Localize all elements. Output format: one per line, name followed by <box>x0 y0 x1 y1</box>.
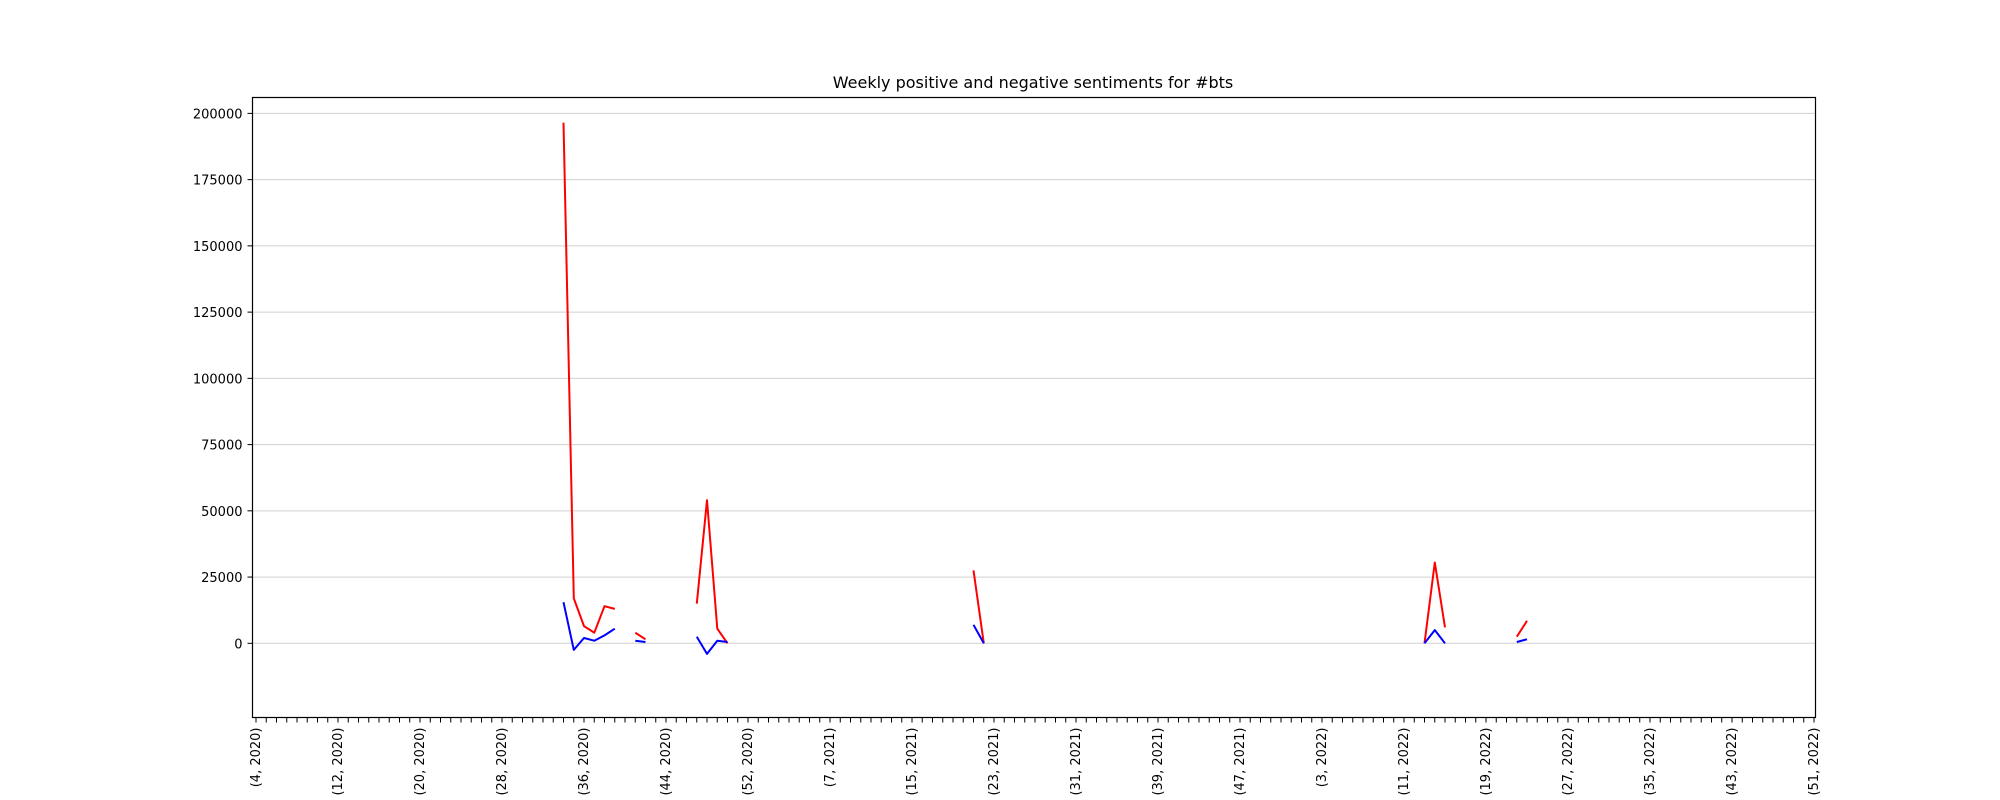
y-tick-label: 0 <box>234 637 242 652</box>
x-tick-label: (19, 2022) <box>1479 728 1494 796</box>
y-tick-label: 125000 <box>193 306 243 321</box>
x-axis-ticks: (4, 2020) (12, 2020) (20, 2020) (28, 2020) (… <box>249 717 1822 796</box>
x-tick-label: (20, 2020) <box>413 728 428 796</box>
y-tick-label: 150000 <box>193 240 243 255</box>
plot-frame <box>251 96 1817 719</box>
x-tick-label: (36, 2020) <box>577 728 592 796</box>
x-tick-label: (4, 2020) <box>249 728 264 788</box>
blue-series-line <box>1423 629 1446 644</box>
x-tick-label: (7, 2021) <box>823 728 838 788</box>
x-tick-label: (43, 2022) <box>1725 728 1740 796</box>
x-tick-label: (23, 2021) <box>987 728 1002 796</box>
red-series-line <box>972 570 985 644</box>
red-series-line <box>562 122 616 634</box>
blue-series-line <box>562 601 616 651</box>
x-tick-label: (27, 2022) <box>1561 728 1576 796</box>
x-tick-label: (11, 2022) <box>1397 728 1412 796</box>
y-gridlines <box>252 112 1816 644</box>
x-tick-label: (44, 2020) <box>659 728 674 796</box>
y-tick-label: 25000 <box>201 571 242 586</box>
x-tick-label: (12, 2020) <box>331 728 346 796</box>
x-tick-label: (15, 2021) <box>905 728 920 796</box>
series-layer <box>562 122 1528 655</box>
y-tick-label: 75000 <box>201 439 242 454</box>
blue-series-line <box>635 639 646 643</box>
red-series-line <box>634 631 647 641</box>
x-tick-label: (3, 2022) <box>1315 728 1330 788</box>
y-tick-label: 200000 <box>193 107 243 122</box>
blue-series-line <box>972 624 985 644</box>
blue-series-line <box>1516 638 1528 643</box>
x-tick-label: (28, 2020) <box>495 728 510 796</box>
x-tick-label: (39, 2021) <box>1151 728 1166 796</box>
blue-series-line <box>695 636 728 655</box>
chart-title: Weekly positive and negative sentiments … <box>833 73 1234 92</box>
y-tick-label: 100000 <box>193 372 243 387</box>
x-tick-label: (47, 2021) <box>1233 728 1248 796</box>
red-series-line <box>1423 561 1446 644</box>
x-tick-label: (52, 2020) <box>741 728 756 796</box>
red-series-line <box>695 499 729 644</box>
x-tick-label: (35, 2022) <box>1643 728 1658 796</box>
x-tick-label: (51, 2022) <box>1807 728 1822 796</box>
x-tick-label: (31, 2021) <box>1069 728 1084 796</box>
y-tick-label: 50000 <box>201 505 242 520</box>
y-tick-label: 175000 <box>193 174 243 189</box>
red-series-line <box>1515 620 1528 638</box>
y-axis-ticks: 0 25000 50000 75000 100000 125000 150000 175000… <box>193 107 253 652</box>
